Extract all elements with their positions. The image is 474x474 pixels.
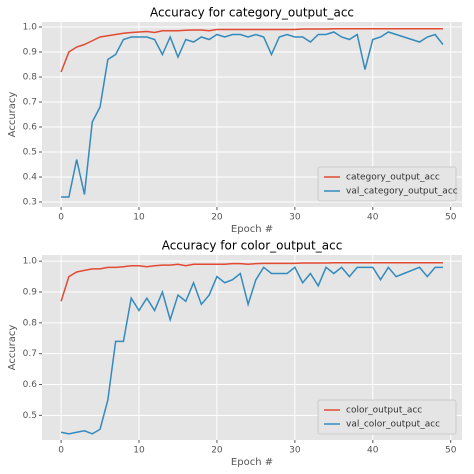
y-tick-label: 0.8 [23, 318, 38, 328]
x-axis-label: Epoch # [231, 224, 273, 235]
x-tick-label: 20 [211, 446, 223, 456]
legend-label: val_color_output_acc [346, 420, 440, 430]
x-tick-label: 10 [133, 213, 145, 223]
x-tick-label: 10 [133, 446, 145, 456]
x-tick-label: 20 [211, 213, 223, 223]
x-tick-label: 30 [289, 213, 301, 223]
y-axis-label: Accuracy [7, 325, 18, 371]
y-tick-label: 0.5 [23, 411, 37, 421]
y-tick-label: 0.4 [23, 173, 38, 183]
legend-label: color_output_acc [346, 406, 422, 416]
y-tick-label: 0.6 [23, 380, 38, 390]
x-axis-label: Epoch # [231, 457, 273, 468]
y-tick-label: 0.9 [23, 288, 38, 298]
series-line [61, 31, 444, 198]
x-tick-label: 50 [445, 446, 457, 456]
y-tick-label: 0.6 [23, 123, 38, 133]
x-tick-label: 50 [445, 213, 457, 223]
x-tick-label: 30 [289, 446, 301, 456]
y-tick-label: 0.5 [23, 148, 37, 158]
series-line [60, 266, 443, 435]
y-tick-label: 1.0 [23, 257, 38, 267]
y-tick-label: 0.7 [23, 349, 37, 359]
series-line [60, 28, 443, 73]
x-tick-label: 40 [367, 446, 379, 456]
y-tick-label: 1.0 [23, 23, 38, 33]
legend-label: val_category_output_acc [346, 187, 458, 197]
legend [317, 166, 457, 202]
y-tick-label: 0.7 [23, 98, 37, 108]
x-tick-label: 40 [367, 213, 379, 223]
chart-title: Accuracy for color_output_acc [162, 239, 343, 253]
y-tick-label: 0.9 [23, 48, 38, 58]
series-line [60, 261, 443, 302]
y-tick-label: 0.3 [23, 198, 37, 208]
y-axis-label: Accuracy [7, 92, 18, 138]
x-tick-label: 0 [58, 446, 64, 456]
y-tick-label: 0.8 [23, 73, 38, 83]
x-tick-label: 0 [58, 213, 64, 223]
chart-title: Accuracy for category_output_acc [150, 6, 354, 20]
legend [317, 399, 457, 435]
legend-label: category_output_acc [346, 173, 440, 183]
